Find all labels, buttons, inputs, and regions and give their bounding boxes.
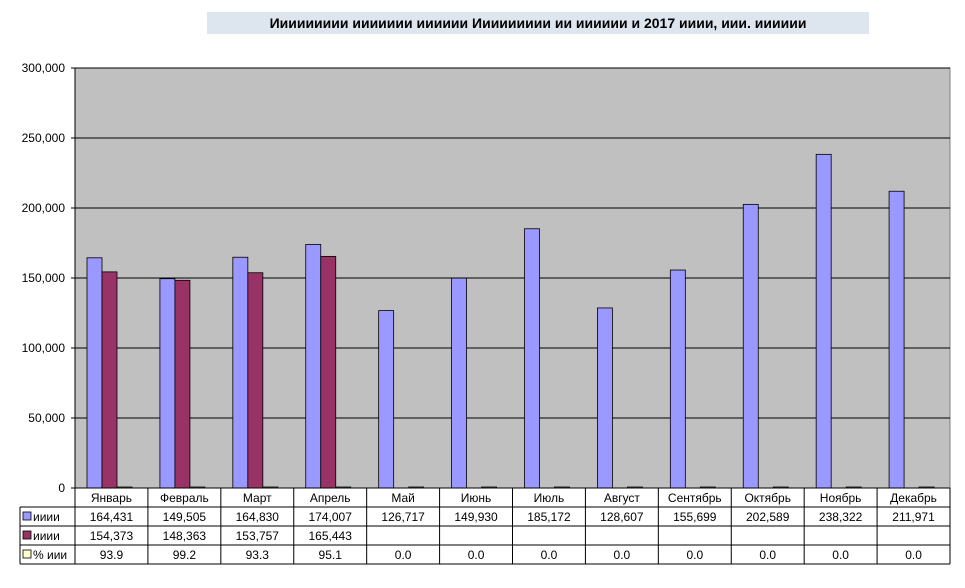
data-label: 0.0 [614,548,631,562]
bar [320,255,337,489]
category-label: Март [243,491,272,505]
y-tick-label: 300,000 [22,61,66,75]
series-name: % иии [33,548,67,562]
category-label: Июнь [461,491,492,505]
bar [101,271,118,489]
bar [669,269,686,489]
series-name: ииии [33,510,60,524]
bar [451,277,467,489]
category-label: Апрель [310,491,351,505]
data-label: 128,607 [600,510,644,524]
bar [305,243,322,489]
bar [524,228,540,489]
category-label: Январь [91,491,132,505]
data-label: 153,757 [236,529,280,543]
data-label: 238,322 [819,510,863,524]
data-label: 0.0 [395,548,412,562]
bar [815,153,832,489]
legend-key [22,511,32,521]
data-label: 149,930 [454,510,498,524]
y-tick-label: 0 [58,481,65,495]
bar [888,190,905,489]
category-label: Декабрь [890,491,937,505]
y-tick-label: 150,000 [22,271,66,285]
data-label: 174,007 [309,510,353,524]
category-label: Октябрь [744,491,791,505]
data-label: 126,717 [381,510,425,524]
y-tick-label: 250,000 [22,131,66,145]
data-label: 0.0 [468,548,485,562]
data-label: 202,589 [746,510,790,524]
legend-key [22,549,32,559]
data-label: 211,971 [892,510,935,524]
data-label: 0.0 [541,548,558,562]
data-label: 0.0 [905,548,922,562]
bar [174,279,191,489]
data-label: 0.0 [832,548,849,562]
chart-title: Иииииииии иииииии ииииии Иииииииии ии ии… [207,12,869,34]
bar [597,307,613,489]
bar [86,257,103,489]
bar [232,256,249,489]
y-tick-label: 50,000 [28,411,65,425]
data-label: 155,699 [673,510,717,524]
data-label: 165,443 [309,529,353,543]
category-label: Февраль [160,491,209,505]
category-label: Август [604,491,641,505]
bar [742,203,759,489]
data-label: 93.9 [100,548,124,562]
y-tick-label: 100,000 [22,341,66,355]
data-label: 164,431 [90,510,134,524]
data-label: 164,830 [236,510,280,524]
data-label: 154,373 [90,529,134,543]
series-name: ииии [33,529,60,543]
category-label: Май [391,491,415,505]
legend-key [22,530,32,540]
category-label: Ноябрь [820,491,862,505]
data-label: 149,505 [163,510,207,524]
data-label: 93.3 [246,548,270,562]
category-label: Сентябрь [668,491,722,505]
data-label: 95.1 [319,548,343,562]
bar [159,278,176,489]
y-tick-label: 200,000 [22,201,66,215]
data-label: 185,172 [527,510,571,524]
data-label: 148,363 [163,529,207,543]
category-label: Июль [534,491,565,505]
bar [247,272,264,489]
bar [378,310,395,489]
data-label: 0.0 [686,548,703,562]
data-label: 0.0 [759,548,776,562]
data-label: 99.2 [173,548,197,562]
